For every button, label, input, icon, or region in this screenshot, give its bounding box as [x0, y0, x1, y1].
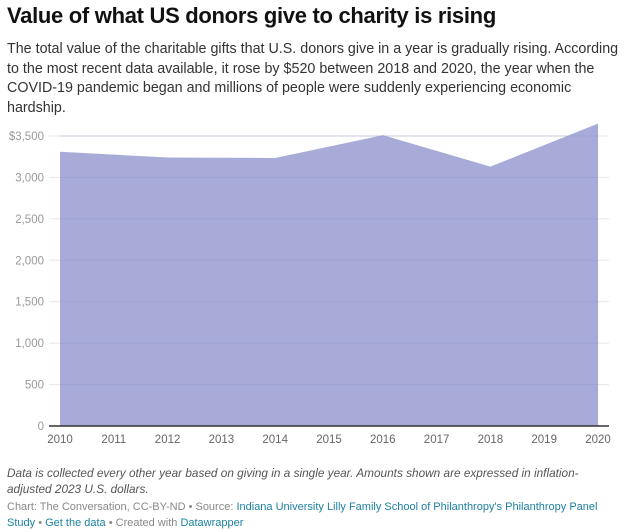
- y-axis: 0 500 1,000 1,500 2,000 2,500 3,000 $3,500: [9, 131, 44, 433]
- x-tick-label: 2013: [209, 434, 235, 446]
- x-axis: 2010 2011 2012 2013 2014 2015 2016 2017 2018 2019…: [47, 434, 611, 446]
- datawrapper-link[interactable]: Datawrapper: [180, 516, 244, 529]
- x-tick-label: 2010: [47, 434, 73, 446]
- x-tick-label: 2020: [585, 434, 611, 446]
- chart-note: Data is collected every other year based…: [7, 466, 579, 496]
- x-tick-label: 2014: [262, 434, 288, 446]
- y-tick-label: 500: [25, 380, 44, 392]
- get-data-link[interactable]: Get the data: [45, 516, 106, 529]
- x-tick-label: 2019: [531, 434, 557, 446]
- chart-title: Value of what US donors give to charity …: [7, 3, 496, 28]
- y-tick-label: 2,500: [15, 214, 44, 226]
- x-tick-label: 2015: [316, 434, 342, 446]
- x-tick-label: 2011: [101, 434, 126, 446]
- y-tick-label: 0: [38, 421, 44, 433]
- chart-description: The total value of the charitable gifts …: [7, 41, 619, 116]
- area-series: [60, 123, 598, 427]
- credit-created-with: • Created with: [105, 516, 181, 529]
- area-chart: 0 500 1,000 1,500 2,000 2,500 3,000 $3,500 2010…: [9, 123, 611, 446]
- y-tick-label: 2,000: [15, 255, 44, 267]
- y-tick-label: 1,000: [15, 338, 44, 350]
- credit-separator: •: [35, 516, 46, 529]
- credit-prefix: Chart: The Conversation, CC-BY-ND • Sour…: [7, 501, 237, 513]
- chart-credits: Chart: The Conversation, CC-BY-ND • Sour…: [7, 500, 619, 531]
- y-tick-label: 3,000: [15, 172, 44, 184]
- source-link[interactable]: Indiana University Lilly Family School o…: [7, 501, 598, 529]
- x-tick-label: 2012: [155, 434, 181, 446]
- x-tick-label: 2016: [370, 434, 396, 446]
- area-layer: [49, 123, 609, 427]
- y-tick-label: $3,500: [9, 131, 44, 143]
- y-tick-label: 1,500: [15, 297, 44, 309]
- x-tick-label: 2017: [424, 434, 450, 446]
- x-tick-label: 2018: [478, 434, 504, 446]
